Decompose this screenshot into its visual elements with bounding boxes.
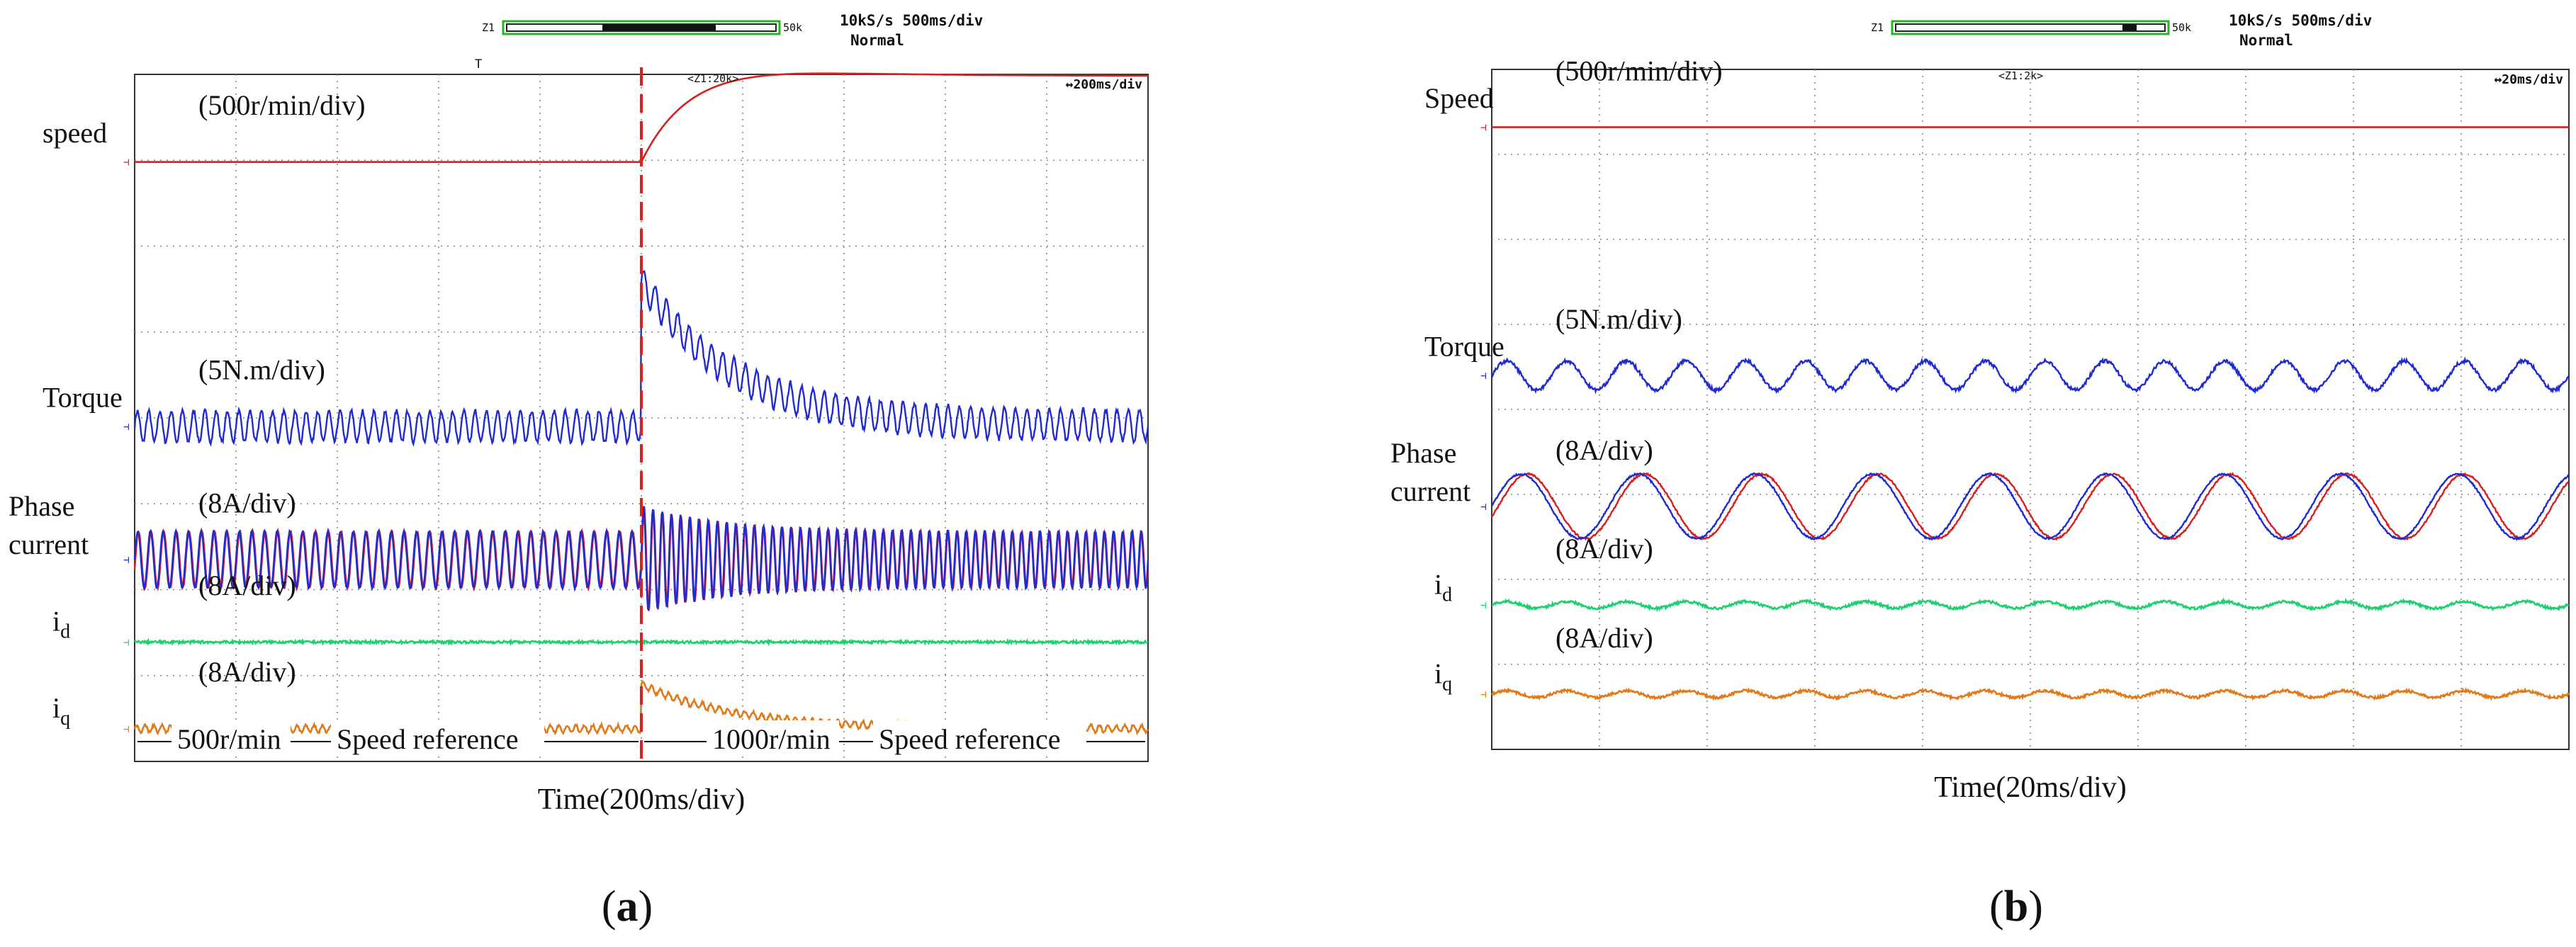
label-iq-sub: q — [60, 708, 70, 730]
scale-speed: (500r/min/div) — [1556, 55, 1723, 87]
header-zoom-window — [2122, 25, 2137, 30]
annotation-bg — [873, 720, 1086, 752]
label-torque: Torque — [1424, 330, 1504, 362]
panel-label-open: ( — [1989, 883, 2004, 931]
timebase-tag: ↔200ms/div — [1066, 77, 1143, 92]
header-mode: Normal — [2239, 32, 2293, 49]
annotation-bg — [331, 720, 544, 752]
panel-label-open: ( — [602, 883, 617, 931]
trace-id — [1491, 597, 2570, 613]
panel-label: (a) — [602, 883, 653, 931]
scale-speed: (500r/min/div) — [198, 89, 366, 121]
header-mode: Normal — [850, 32, 904, 49]
label-id: id — [52, 606, 70, 643]
scale-phase_current: (8A/div) — [1556, 434, 1653, 466]
annotation-bg — [171, 720, 291, 752]
label-phase_current-line1: Phase — [1390, 437, 1456, 469]
header-zoom-window — [602, 25, 716, 30]
timebase-tag: ↔20ms/div — [2494, 72, 2563, 87]
level-marker-id: ⊣ — [1480, 600, 1486, 611]
header-memory-frame — [506, 23, 777, 32]
level-marker-id: ⊣ — [123, 637, 129, 648]
level-marker-phase_current: ⊣ — [123, 555, 129, 566]
trace-iq — [1491, 686, 2570, 701]
trace-phase_current-a — [1491, 472, 2570, 541]
header-zoom-right: 50k — [783, 21, 802, 34]
scale-id: (8A/div) — [198, 569, 296, 601]
label-iq: iq — [1434, 657, 1452, 695]
panel-label-letter: a — [617, 883, 639, 931]
header-zoom-right: 50k — [2172, 21, 2191, 34]
panel-label: (b) — [1989, 883, 2043, 931]
level-marker-torque: ⊣ — [123, 421, 129, 433]
x-axis-label: Time(200ms/div) — [538, 783, 745, 816]
x-axis-label: Time(20ms/div) — [1934, 771, 2126, 804]
level-marker-speed: ⊣ — [1480, 123, 1486, 134]
level-marker-torque: ⊣ — [1480, 370, 1486, 382]
annotation-2: 1000r/min — [712, 723, 831, 755]
label-speed: Speed — [1424, 82, 1494, 114]
zoom-tag: <Z1:2k> — [1998, 69, 2043, 82]
label-torque: Torque — [43, 381, 123, 413]
scale-phase_current: (8A/div) — [198, 487, 296, 518]
trace-phase_current-b — [1490, 472, 2570, 541]
label-iq-sub: q — [1442, 673, 1452, 695]
annotation-1: Speed reference — [337, 723, 518, 755]
trace-torque — [1490, 356, 2570, 395]
level-marker-iq: ⊣ — [1480, 689, 1486, 701]
header-rate: 10kS/s 500ms/div — [2229, 12, 2372, 29]
label-id: id — [1434, 568, 1452, 606]
annotation-3: Speed reference — [879, 723, 1060, 755]
zoom-tag: <Z1:20k> — [687, 72, 738, 85]
scale-iq: (8A/div) — [198, 656, 296, 688]
header-zoom-left: Z1 — [1871, 21, 1884, 34]
panel-b: ⊣ ⊣ ⊣ ⊣ ⊣ — [1480, 20, 2570, 750]
level-marker-speed: ⊣ — [123, 157, 129, 169]
panel-label-close: ) — [2028, 883, 2043, 931]
annotation-bg — [707, 720, 839, 752]
panel-a: ⊣ ⊣ ⊣ ⊣ ⊣ — [123, 20, 1149, 762]
label-id-sub: d — [60, 621, 70, 643]
label-speed: speed — [43, 117, 107, 149]
annotation-0: 500r/min — [177, 723, 281, 755]
header-rate: 10kS/s 500ms/div — [840, 12, 983, 29]
trigger-marker: T — [475, 57, 482, 72]
scale-torque: (5N.m/div) — [198, 353, 325, 385]
scale-id: (8A/div) — [1556, 533, 1653, 565]
label-phase_current-line2: current — [1390, 475, 1470, 507]
scale-torque: (5N.m/div) — [1556, 303, 1682, 335]
panel-label-letter: b — [2004, 883, 2028, 931]
level-marker-iq: ⊣ — [123, 724, 129, 735]
header-memory-bar — [502, 20, 781, 35]
level-marker-phase_current: ⊣ — [1480, 501, 1486, 513]
header-memory-bar — [1891, 20, 2170, 35]
panel-label-close: ) — [639, 883, 653, 931]
label-iq: iq — [52, 692, 70, 730]
header-zoom-left: Z1 — [482, 21, 495, 34]
scale-iq: (8A/div) — [1556, 622, 1653, 654]
header-memory-frame — [1895, 23, 2166, 32]
label-phase_current-line2: current — [9, 528, 89, 560]
trace-torque — [133, 270, 1149, 447]
label-id-sub: d — [1442, 584, 1452, 606]
label-phase_current-line1: Phase — [9, 490, 74, 522]
